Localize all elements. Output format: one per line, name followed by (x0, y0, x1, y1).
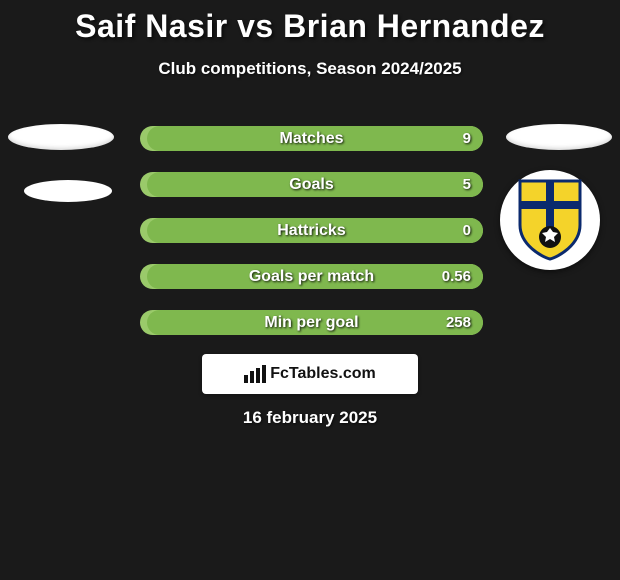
stat-bar: Goals per match0.56 (140, 264, 483, 289)
stat-bar-label: Goals (140, 172, 483, 197)
stat-bar-value: 258 (446, 310, 471, 335)
stat-bar-value: 5 (463, 172, 471, 197)
bar-chart-icon (244, 365, 266, 383)
player-left-photo-bottom (24, 180, 112, 202)
stat-bar: Min per goal258 (140, 310, 483, 335)
page-title: Saif Nasir vs Brian Hernandez (0, 0, 620, 45)
stat-bar-label: Matches (140, 126, 483, 151)
stat-bar: Hattricks0 (140, 218, 483, 243)
club-badge (500, 170, 600, 270)
stat-bar-value: 0 (463, 218, 471, 243)
stat-bar-label: Min per goal (140, 310, 483, 335)
report-date: 16 february 2025 (0, 408, 620, 428)
stat-bar-value: 0.56 (442, 264, 471, 289)
stat-bar: Goals5 (140, 172, 483, 197)
stat-bar: Matches9 (140, 126, 483, 151)
stat-bars: Matches9Goals5Hattricks0Goals per match0… (140, 126, 483, 356)
stat-bar-label: Hattricks (140, 218, 483, 243)
player-right-photo (506, 124, 612, 150)
comparison-card: Saif Nasir vs Brian Hernandez Club compe… (0, 0, 620, 580)
page-subtitle: Club competitions, Season 2024/2025 (0, 59, 620, 79)
stat-bar-value: 9 (463, 126, 471, 151)
player-left-photo-top (8, 124, 114, 150)
fctables-label: FcTables.com (270, 365, 376, 383)
shield-icon (518, 179, 582, 261)
club-badge-circle (500, 170, 600, 270)
fctables-watermark: FcTables.com (202, 354, 418, 394)
stat-bar-label: Goals per match (140, 264, 483, 289)
